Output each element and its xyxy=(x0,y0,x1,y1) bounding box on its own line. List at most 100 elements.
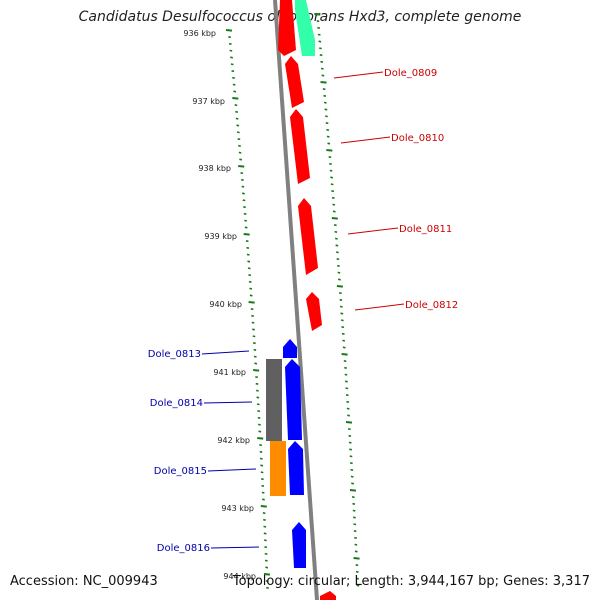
tick-minor xyxy=(345,387,349,390)
gene-label-dole-0811[interactable]: Dole_0811 xyxy=(399,224,452,235)
gene-label-dole-0809[interactable]: Dole_0809 xyxy=(384,68,437,79)
tick-minor xyxy=(262,498,265,501)
forward-strand-genes xyxy=(283,339,306,568)
label-leader-line xyxy=(207,468,257,472)
tick-minor xyxy=(347,428,351,431)
gene-arrow-dole-0813[interactable] xyxy=(283,339,297,358)
tick-minor xyxy=(263,525,267,528)
gene-label-dole-0810[interactable]: Dole_0810 xyxy=(391,133,444,144)
left-gene-labels: Dole_0813 Dole_0814 Dole_0815 Dole_0816 xyxy=(148,349,260,554)
tick-minor xyxy=(240,172,244,175)
tick-minor xyxy=(316,20,320,23)
tick-minor xyxy=(265,580,269,583)
genome-backbone xyxy=(273,0,319,600)
gene-arrow-dole-0814[interactable] xyxy=(285,359,302,440)
tick-major xyxy=(257,437,264,440)
gene-arrow-dole-0815[interactable] xyxy=(288,441,304,495)
gene-arrow-dole-0809[interactable] xyxy=(285,56,304,108)
tick-minor xyxy=(341,332,345,335)
tick-minor xyxy=(345,394,349,397)
gray-feature[interactable] xyxy=(266,359,282,441)
tick-minor xyxy=(252,328,255,331)
tick-minor xyxy=(228,42,232,45)
accession-text: Accession: NC_009943 xyxy=(10,574,158,589)
tick-minor xyxy=(242,199,246,202)
tick-major xyxy=(238,165,245,168)
tick-minor xyxy=(352,502,356,505)
tick-minor xyxy=(255,382,259,385)
kbp-label: 937 kbp xyxy=(192,97,225,106)
left-tick-track xyxy=(225,29,271,589)
gene-label-dole-0815[interactable]: Dole_0815 xyxy=(154,466,207,477)
tick-minor xyxy=(233,90,237,93)
tick-minor xyxy=(355,564,359,567)
gene-label-dole-0813[interactable]: Dole_0813 xyxy=(148,349,201,360)
tick-minor xyxy=(330,183,334,186)
tick-minor xyxy=(354,536,357,539)
tick-minor xyxy=(319,54,323,57)
gene-arrow-dole-0810[interactable] xyxy=(290,109,310,184)
tick-minor xyxy=(333,224,337,227)
tick-minor xyxy=(261,484,265,487)
tick-minor xyxy=(325,122,329,125)
tick-minor xyxy=(335,244,339,247)
tick-minor xyxy=(331,190,335,193)
gene-arrow-dole-0811[interactable] xyxy=(298,198,318,275)
tick-minor xyxy=(228,36,232,39)
gene-arrow-partial[interactable] xyxy=(278,0,296,56)
tick-major xyxy=(353,557,360,560)
tick-minor xyxy=(318,40,322,43)
gene-label-dole-0814[interactable]: Dole_0814 xyxy=(150,398,203,409)
gene-label-dole-0812[interactable]: Dole_0812 xyxy=(405,300,458,311)
tick-minor xyxy=(260,464,264,467)
tick-minor xyxy=(255,376,259,379)
tick-minor xyxy=(347,414,350,417)
tick-minor xyxy=(249,287,253,290)
tick-minor xyxy=(248,274,252,277)
label-leader-line xyxy=(333,71,384,79)
tick-major xyxy=(336,285,343,288)
orange-feature[interactable] xyxy=(270,441,286,496)
tick-major xyxy=(349,489,357,492)
gene-label-dole-0816[interactable]: Dole_0816 xyxy=(157,543,210,554)
tick-minor xyxy=(320,60,324,63)
tick-minor xyxy=(351,496,355,499)
tick-minor xyxy=(264,559,268,562)
tick-minor xyxy=(251,321,255,324)
tick-minor xyxy=(244,226,248,229)
tick-minor xyxy=(348,434,352,437)
tick-minor xyxy=(339,298,343,301)
gene-arrow-dole-0816[interactable] xyxy=(292,522,306,568)
tick-minor xyxy=(237,138,241,141)
tick-minor xyxy=(255,389,259,392)
tick-minor xyxy=(236,131,240,134)
tick-minor xyxy=(353,530,357,533)
gene-arrow-dole-0812[interactable] xyxy=(306,292,322,331)
tick-major xyxy=(260,505,267,508)
tick-minor xyxy=(260,471,264,474)
tick-minor xyxy=(323,101,327,104)
tick-minor xyxy=(239,158,243,161)
tick-minor xyxy=(325,115,328,118)
tick-minor xyxy=(238,151,242,154)
tick-minor xyxy=(349,448,353,451)
tick-minor xyxy=(251,314,255,317)
tick-minor xyxy=(334,237,338,240)
tick-minor xyxy=(266,586,269,589)
tick-minor xyxy=(253,355,257,358)
tick-minor xyxy=(258,430,262,433)
tick-minor xyxy=(254,362,258,365)
tick-minor xyxy=(335,251,339,254)
tick-minor xyxy=(344,380,348,383)
tick-minor xyxy=(330,176,334,179)
green-feature[interactable] xyxy=(295,0,315,56)
tick-minor xyxy=(253,348,257,351)
tick-minor xyxy=(265,566,269,569)
tick-major xyxy=(320,81,327,84)
kbp-label: 936 kbp xyxy=(183,29,216,38)
tick-minor xyxy=(343,360,347,363)
kbp-label: 942 kbp xyxy=(217,436,250,445)
tick-minor xyxy=(348,441,352,444)
gene-arrow-partial[interactable] xyxy=(320,591,336,600)
